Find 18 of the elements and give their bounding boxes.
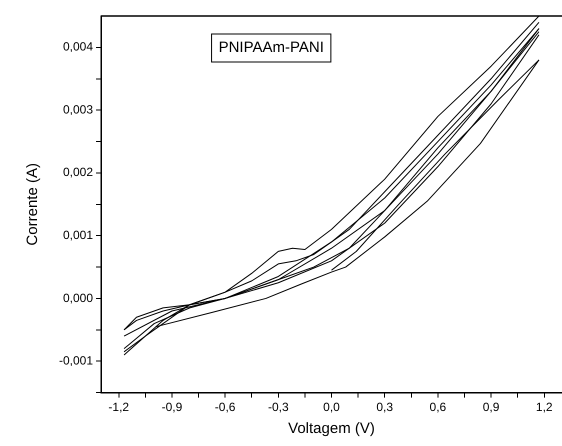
y-tick-label: 0,000 — [62, 290, 94, 305]
x-tick-label: 0,9 — [482, 400, 500, 414]
x-tick-label: 0,0 — [323, 400, 340, 414]
x-tick-label: -0,3 — [268, 400, 289, 414]
y-tick-label: 0,002 — [62, 165, 94, 180]
x-tick-label: 0,6 — [430, 400, 447, 414]
x-tick-label: 1,2 — [536, 400, 553, 414]
annotation: PNIPAAm-PANI — [218, 39, 324, 56]
y-tick-label: 0,003 — [62, 102, 94, 116]
y-axis-title: Corrente (A) — [24, 163, 42, 246]
x-tick-label: -0,9 — [162, 400, 183, 414]
x-tick-label: -1,2 — [108, 400, 130, 414]
y-tick-label: -0,001 — [58, 354, 94, 368]
y-tick-label: 0,001 — [62, 228, 94, 242]
x-axis-title: Voltagem (V) — [288, 420, 375, 438]
x-tick-label: 0,3 — [376, 400, 394, 414]
y-tick-label: 0,004 — [62, 40, 94, 54]
x-tick-label: -0,6 — [214, 400, 236, 414]
